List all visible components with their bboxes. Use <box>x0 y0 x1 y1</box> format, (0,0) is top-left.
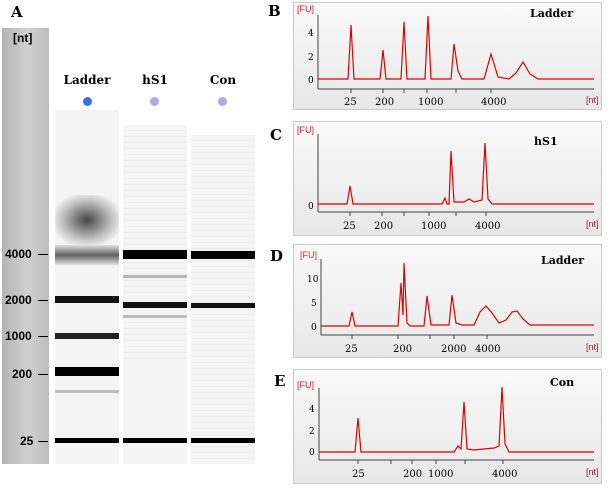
y-tick-2-b: 2 <box>308 53 314 63</box>
size-marker-200: 200 <box>12 367 33 381</box>
lane-dot-ladder <box>83 97 92 106</box>
trace-d: 0 5 10 25 200 2000 4000 <box>307 259 594 355</box>
electropherogram-b: [FU] Ladder [nt] 0 2 4 25 200 1000 4000 <box>293 2 602 110</box>
x-tick-25-d: 25 <box>345 344 358 355</box>
x-tick-4000-e: 4000 <box>492 469 517 480</box>
size-tick-1000 <box>38 336 48 337</box>
y-tick-2-e: 2 <box>309 427 315 437</box>
y-tick-5-d: 5 <box>311 299 317 309</box>
x-tick-25-c: 25 <box>343 221 356 232</box>
title-c: hS1 <box>534 135 558 148</box>
size-marker-2000: 2000 <box>5 293 32 307</box>
y-unit-b: [FU] <box>297 4 314 14</box>
panel-d-letter: D <box>270 247 284 265</box>
gel-lane-ladder <box>55 110 119 464</box>
x-unit-c: [nt] <box>586 219 599 229</box>
panel-a-letter: A <box>11 3 23 21</box>
gel-lane-con <box>191 135 255 464</box>
x-tick-25-e: 25 <box>352 469 365 480</box>
x-tick-4000-b: 4000 <box>481 97 506 108</box>
electropherogram-c: [FU] hS1 [nt] 0 25 200 1000 4000 <box>293 121 602 236</box>
y-tick-0-d: 0 <box>311 323 317 333</box>
electropherogram-e: [FU] Con [nt] 0 2 4 25 200 1000 4000 <box>293 369 602 484</box>
x-tick-4000-d: 4000 <box>475 344 500 355</box>
size-tick-200 <box>38 374 48 375</box>
y-tick-0-c: 0 <box>308 202 314 212</box>
trace-e: 0 2 4 25 200 1000 4000 <box>309 386 594 480</box>
size-marker-25: 25 <box>20 434 34 448</box>
trace-c: 0 25 200 1000 4000 <box>308 134 594 232</box>
size-tick-4000 <box>38 254 48 255</box>
x-tick-200-d: 200 <box>393 344 412 355</box>
electropherogram-d: [FU] Ladder [nt] 0 5 10 25 200 2000 4000 <box>293 244 602 358</box>
size-marker-1000: 1000 <box>5 329 32 343</box>
panel-b-letter: B <box>268 2 281 20</box>
gel-lane-hs1-lower <box>123 359 187 464</box>
gel-lane-hs1 <box>123 125 187 359</box>
x-tick-1000-c: 1000 <box>421 221 446 232</box>
x-tick-200-e: 200 <box>403 469 422 480</box>
x-tick-1000-b: 1000 <box>418 97 443 108</box>
y-tick-4-b: 4 <box>308 29 314 39</box>
x-tick-25-b: 25 <box>344 97 357 108</box>
y-tick-0-e: 0 <box>309 448 315 458</box>
x-tick-200-c: 200 <box>374 221 393 232</box>
lane-label-ladder: Ladder <box>63 73 111 87</box>
y-unit-e: [FU] <box>297 380 314 390</box>
x-tick-4000-c: 4000 <box>475 221 500 232</box>
size-axis-unit: [nt] <box>13 31 33 45</box>
y-unit-c: [FU] <box>297 125 314 135</box>
lane-label-con: Con <box>209 73 237 87</box>
x-unit-e: [nt] <box>586 467 599 477</box>
trace-b: 0 2 4 25 200 1000 4000 <box>308 15 594 108</box>
lane-dot-con <box>218 97 227 106</box>
title-d: Ladder <box>541 254 585 267</box>
size-tick-25 <box>38 441 48 442</box>
x-tick-200-b: 200 <box>375 97 394 108</box>
title-e: Con <box>550 376 575 389</box>
size-tick-2000 <box>38 300 48 301</box>
y-tick-4-e: 4 <box>309 405 315 415</box>
x-unit-d: [nt] <box>586 342 599 352</box>
lane-dot-hs1 <box>150 97 159 106</box>
panel-c-letter: C <box>270 126 282 144</box>
lane-label-hs1: hS1 <box>142 73 168 87</box>
size-marker-4000: 4000 <box>5 247 32 261</box>
y-tick-10-d: 10 <box>307 275 319 285</box>
y-tick-0-b: 0 <box>308 76 314 86</box>
title-b: Ladder <box>530 7 574 20</box>
x-tick-1000-e: 1000 <box>428 469 453 480</box>
y-unit-d: [FU] <box>300 250 317 260</box>
size-axis-bar <box>2 28 49 464</box>
x-tick-2000-d: 2000 <box>441 344 466 355</box>
x-unit-b: [nt] <box>586 95 599 105</box>
panel-e-letter: E <box>274 372 286 390</box>
